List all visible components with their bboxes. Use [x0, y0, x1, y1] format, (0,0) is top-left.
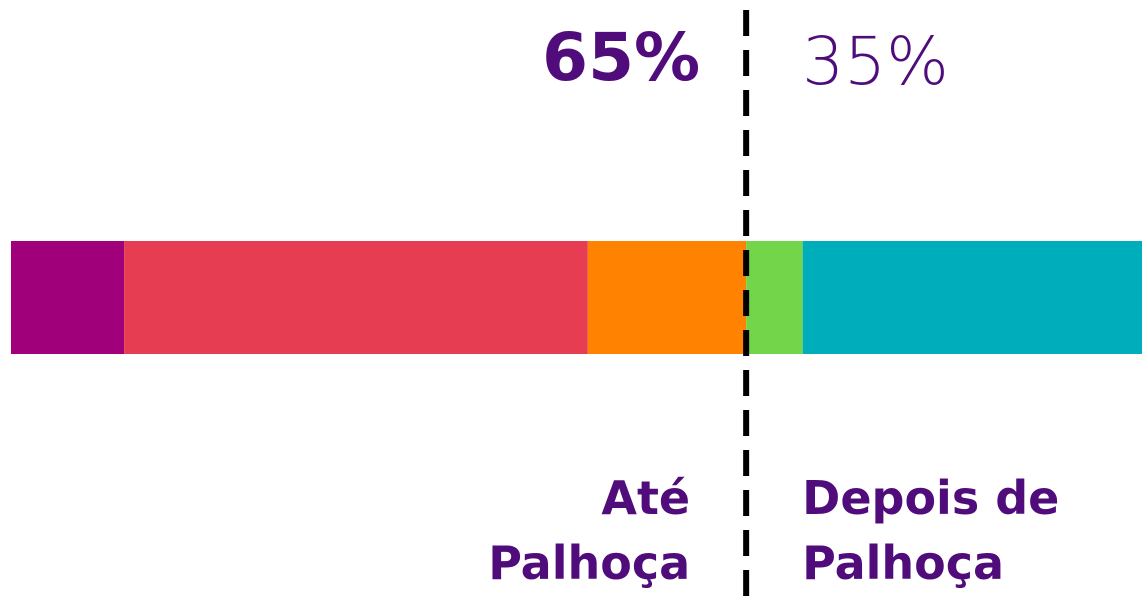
group-value: 65% [542, 19, 700, 96]
group-value: 35% [802, 23, 949, 100]
bar-segment [802, 241, 1142, 354]
group-label: Palhoça [802, 536, 1004, 590]
group-label: Depois de [802, 471, 1059, 525]
bar-segment [746, 241, 803, 354]
group-label: Até [601, 471, 690, 525]
bar-segment [124, 241, 588, 354]
bar-segment [587, 241, 747, 354]
group-label: Palhoça [488, 536, 690, 590]
bar-segment [11, 241, 125, 354]
